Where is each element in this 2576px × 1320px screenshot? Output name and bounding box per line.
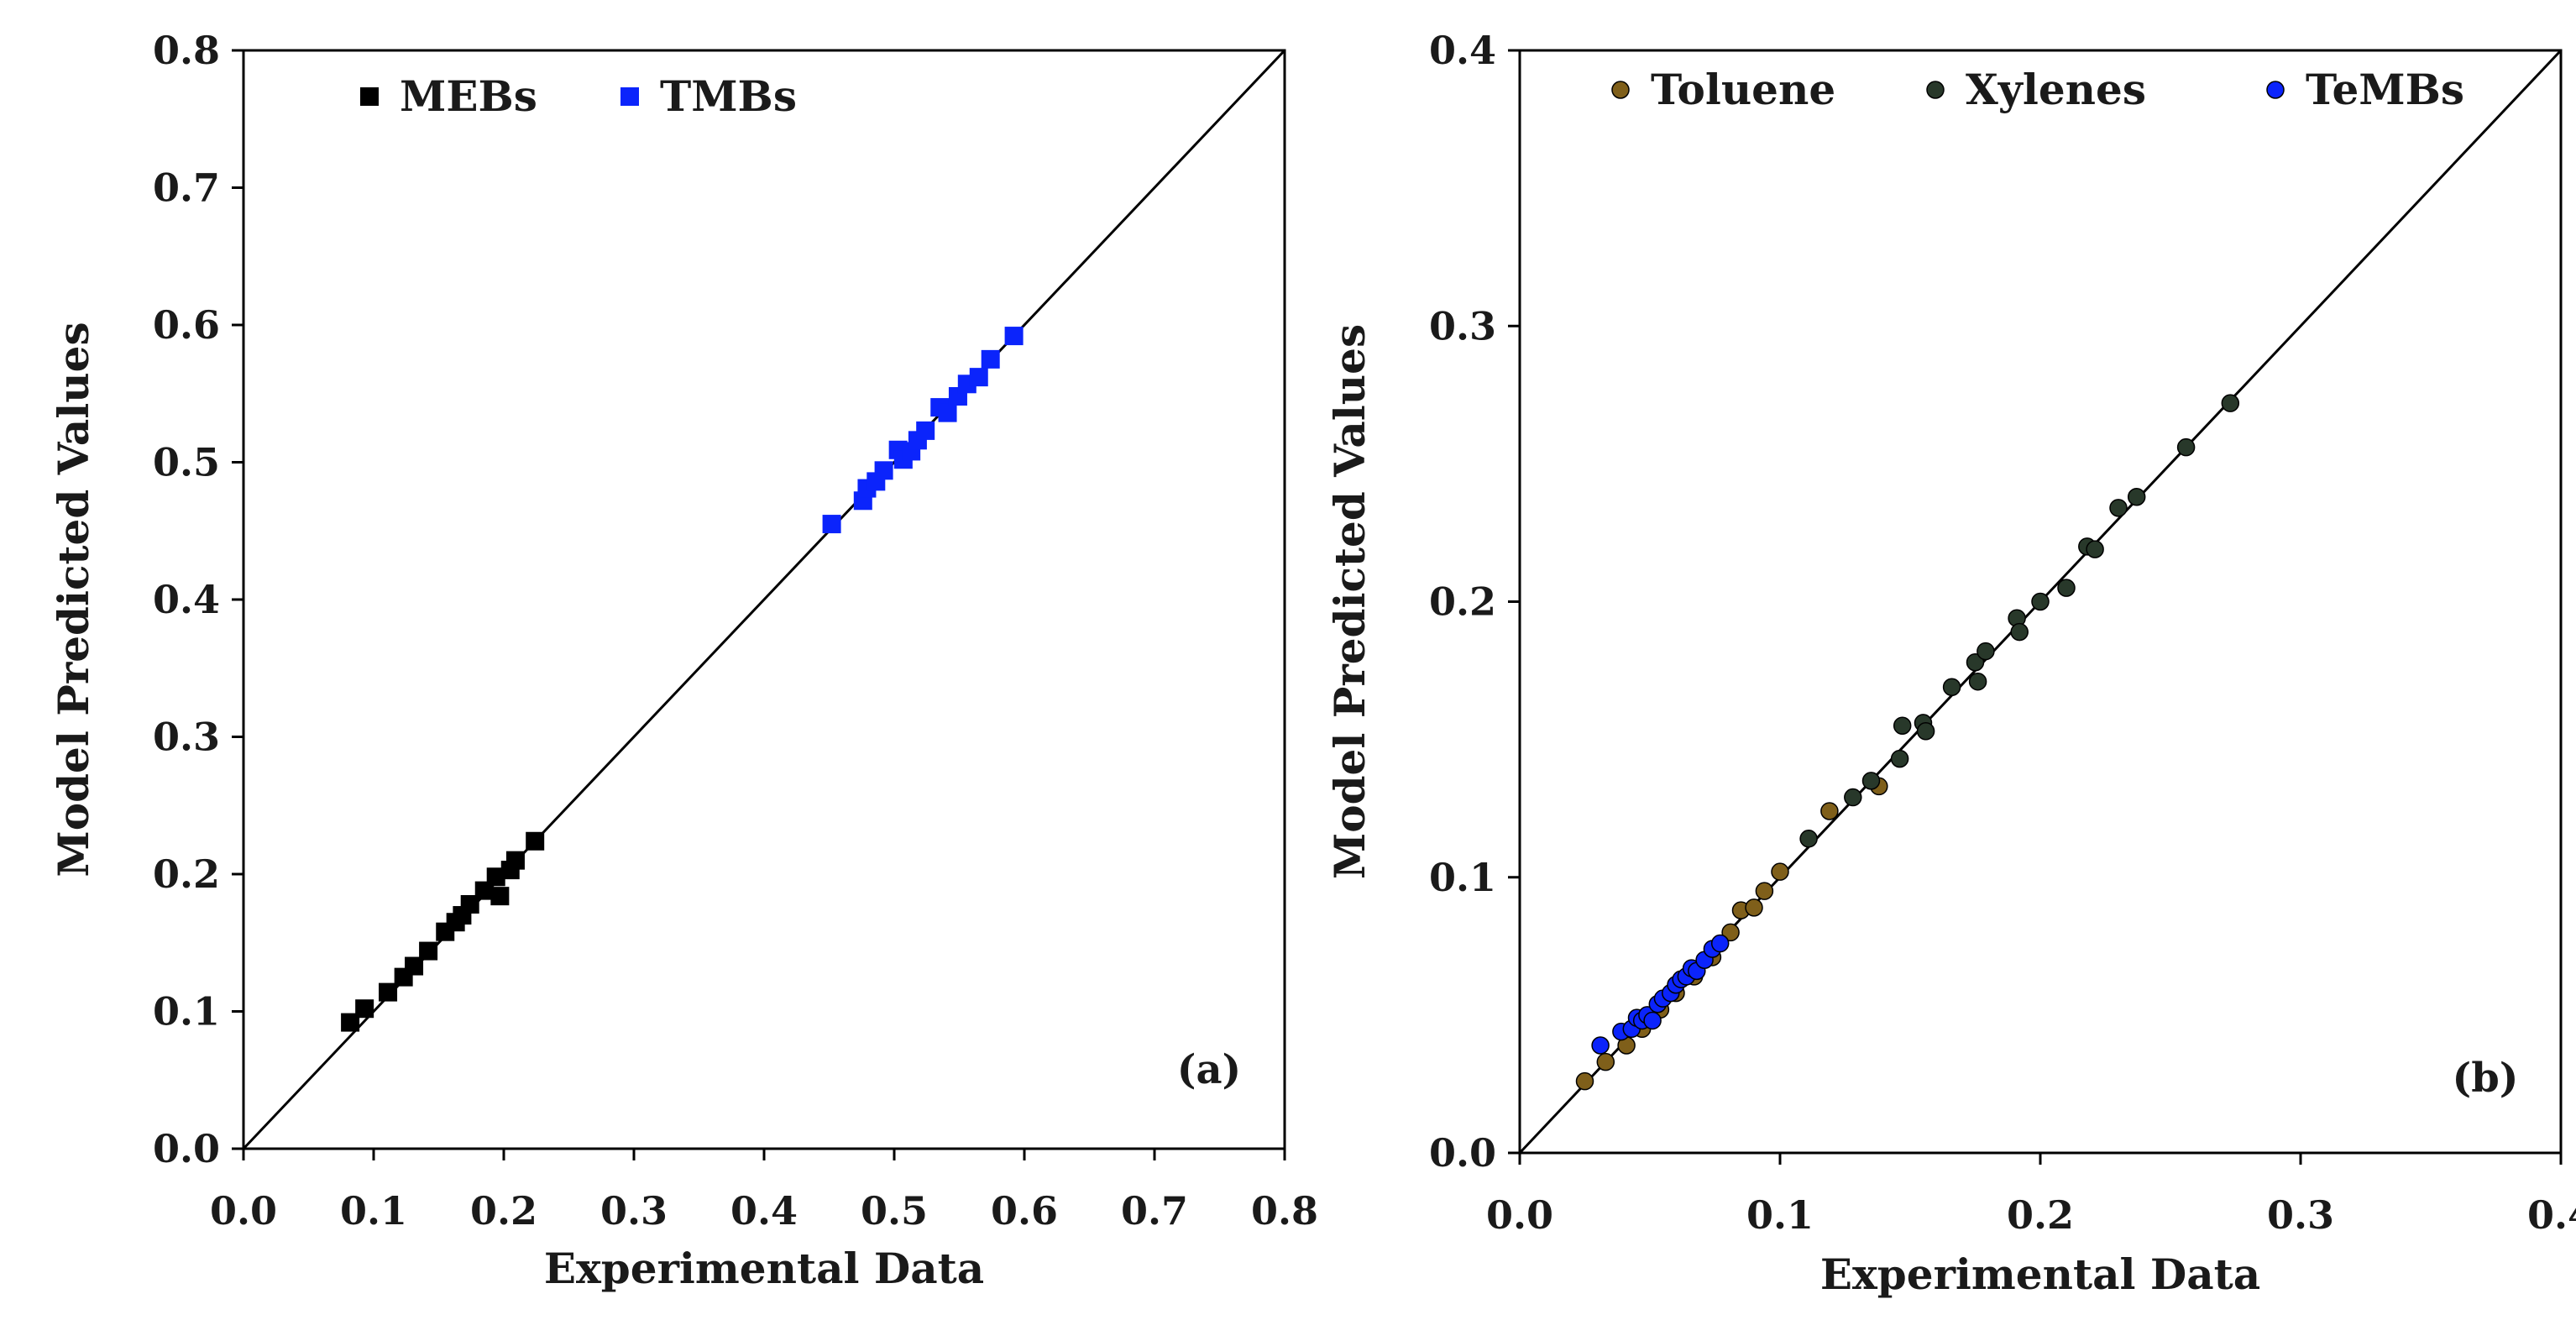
x-axis-title: Experimental Data [544, 1244, 984, 1293]
legend-marker [1611, 81, 1630, 99]
series-tmbs [822, 327, 1024, 534]
data-point [981, 349, 1000, 369]
legend-marker [360, 87, 379, 106]
data-point [1710, 934, 1730, 953]
data-point [490, 887, 510, 906]
data-point [2010, 622, 2029, 642]
y-tick-label: 0.4 [1429, 28, 1496, 73]
x-tick-label: 0.1 [1746, 1192, 1814, 1238]
data-point [1916, 722, 1935, 741]
chart-panel-2: 0.0 0.0 0.1 0.1 0.2 0.2 0.3 0.3 0.4 0.4 Experiment… [1325, 28, 2576, 1299]
y-axis-title: Model Predicted Values [49, 322, 98, 877]
y-tick-label: 0.2 [153, 851, 220, 897]
data-point [419, 941, 438, 961]
data-point [2127, 488, 2146, 506]
legend-label: Toluene [1651, 65, 1835, 114]
data-point [1844, 788, 1862, 807]
x-tick-label: 0.1 [340, 1188, 407, 1234]
data-point [379, 982, 398, 1002]
data-point [1893, 716, 1912, 735]
y-tick-label: 0.0 [153, 1126, 220, 1171]
y-tick-label: 0.0 [1429, 1130, 1496, 1176]
data-point [1591, 1036, 1610, 1055]
data-point [1745, 898, 1763, 917]
x-axis-title: Experimental Data [1820, 1249, 2260, 1299]
x-tick-label: 0.7 [1121, 1188, 1188, 1234]
legend-label: TMBs [660, 71, 797, 121]
data-point [2057, 579, 2076, 597]
legend-label: TeMBs [2306, 65, 2464, 114]
x-tick-label: 0.5 [861, 1188, 928, 1234]
x-tick-label: 0.0 [210, 1188, 277, 1234]
data-point [1721, 923, 1740, 942]
data-point [1799, 830, 1818, 848]
series-toluene [1575, 777, 1888, 1091]
panel-label: (a) [1177, 1046, 1242, 1093]
data-point [405, 956, 424, 976]
data-point [355, 999, 374, 1019]
data-point [460, 894, 479, 914]
x-tick-label: 0.6 [991, 1188, 1058, 1234]
legend-label: MEBs [400, 71, 537, 121]
data-point [1575, 1071, 1594, 1091]
series-mebs [341, 831, 545, 1032]
data-point [1968, 672, 1987, 691]
x-tick-label: 0.4 [730, 1188, 798, 1234]
y-tick-label: 0.5 [153, 440, 220, 485]
data-point [1004, 327, 1024, 346]
data-point [1771, 862, 1789, 881]
x-tick-label: 0.0 [1486, 1192, 1553, 1238]
legend-marker [1926, 81, 1945, 99]
series-xylenes [1799, 394, 2240, 848]
data-point [2109, 499, 2128, 517]
data-point [505, 851, 525, 870]
y-tick-label: 0.3 [1429, 303, 1496, 348]
data-point [1966, 652, 1985, 672]
x-tick-label: 0.3 [600, 1188, 668, 1234]
y-tick-label: 0.1 [1429, 855, 1496, 900]
data-point [938, 403, 957, 422]
data-point [486, 867, 505, 887]
y-tick-label: 0.1 [153, 989, 220, 1035]
data-point [2221, 394, 2240, 412]
x-tick-label: 0.3 [2267, 1192, 2334, 1238]
data-point [1861, 772, 1881, 790]
y-axis-title: Model Predicted Values [1325, 324, 1374, 879]
data-point [822, 515, 841, 534]
data-point [1596, 1052, 1615, 1071]
data-point [2176, 437, 2196, 457]
y-tick-label: 0.2 [1429, 579, 1496, 625]
data-point [526, 831, 545, 851]
legend-marker [620, 87, 639, 106]
y-tick-label: 0.3 [153, 715, 220, 760]
data-point [1755, 882, 1774, 900]
data-point [2086, 540, 2104, 558]
legend-label: Xylenes [1966, 65, 2146, 114]
x-tick-label: 0.8 [1251, 1188, 1318, 1234]
panel-label: (b) [2453, 1055, 2519, 1102]
data-point [916, 421, 935, 440]
y-tick-label: 0.7 [153, 165, 220, 211]
chart-panel-1: 0.0 0.0 0.1 0.1 0.2 0.2 0.3 0.3 0.4 0.4 0.5 0.5 0.6 0… [49, 28, 1318, 1293]
x-tick-label: 0.2 [2007, 1192, 2074, 1238]
data-point [874, 461, 893, 480]
y-tick-label: 0.8 [153, 28, 220, 73]
data-point [341, 1013, 360, 1032]
data-point [1820, 802, 1839, 820]
x-tick-label: 0.4 [2527, 1192, 2576, 1238]
data-point [1942, 678, 1961, 697]
y-tick-label: 0.4 [153, 577, 220, 622]
data-point [2031, 592, 2050, 611]
series-tembs [1591, 934, 1730, 1055]
data-point [1643, 1011, 1662, 1030]
data-point [1977, 642, 1995, 661]
x-tick-label: 0.2 [470, 1188, 537, 1234]
legend-marker [2266, 81, 2285, 99]
y-tick-label: 0.6 [153, 302, 220, 348]
data-point [1890, 749, 1909, 768]
data-point [969, 368, 988, 387]
